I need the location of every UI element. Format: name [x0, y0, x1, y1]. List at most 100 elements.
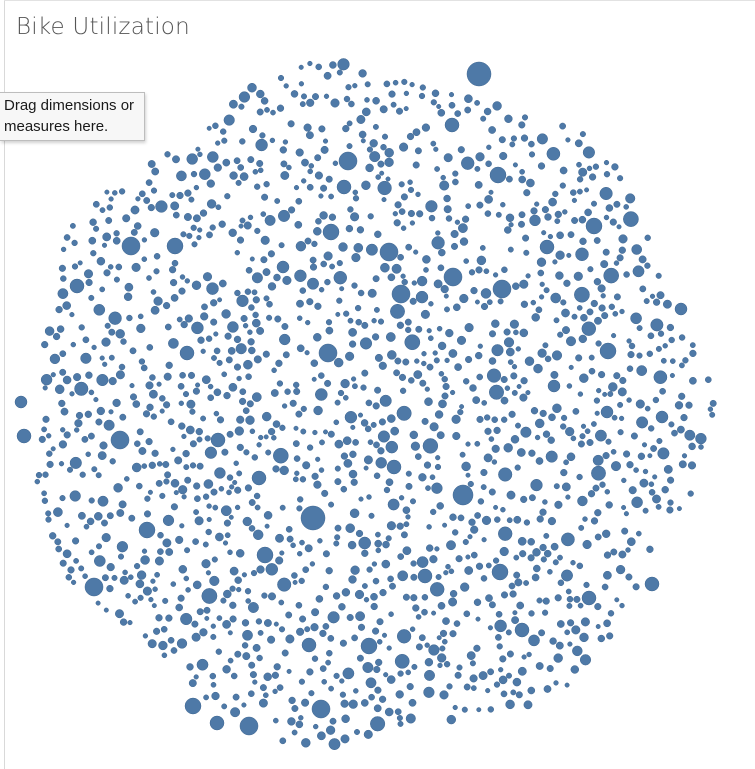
bubble-mark[interactable]: [387, 575, 394, 583]
bubble-mark[interactable]: [239, 716, 259, 736]
bubble-mark[interactable]: [575, 247, 589, 262]
bubble-mark[interactable]: [299, 539, 305, 546]
bubble-mark[interactable]: [474, 299, 480, 305]
bubble-mark[interactable]: [74, 419, 83, 428]
bubble-mark[interactable]: [253, 492, 261, 500]
bubble-mark[interactable]: [631, 496, 643, 509]
bubble-mark[interactable]: [179, 345, 195, 361]
bubble-mark[interactable]: [660, 357, 667, 364]
bubble-mark[interactable]: [467, 534, 473, 540]
bubble-mark[interactable]: [364, 97, 370, 103]
bubble-mark[interactable]: [576, 305, 583, 311]
bubble-mark[interactable]: [383, 80, 391, 88]
bubble-mark[interactable]: [132, 598, 138, 605]
bubble-mark[interactable]: [348, 469, 358, 479]
bubble-mark[interactable]: [498, 136, 506, 144]
bubble-mark[interactable]: [320, 260, 327, 268]
bubble-mark[interactable]: [440, 285, 449, 294]
bubble-mark[interactable]: [547, 517, 557, 526]
bubble-mark[interactable]: [520, 495, 528, 503]
bubble-mark[interactable]: [689, 349, 697, 358]
bubble-mark[interactable]: [88, 236, 97, 245]
bubble-mark[interactable]: [277, 74, 285, 82]
bubble-mark[interactable]: [153, 253, 161, 260]
bubble-mark[interactable]: [140, 555, 150, 565]
bubble-mark[interactable]: [421, 360, 427, 367]
bubble-mark[interactable]: [275, 359, 283, 367]
bubble-mark[interactable]: [142, 586, 152, 596]
bubble-mark[interactable]: [405, 326, 412, 334]
bubble-mark[interactable]: [320, 145, 329, 154]
bubble-mark[interactable]: [464, 94, 473, 104]
bubble-mark[interactable]: [398, 373, 407, 381]
bubble-mark[interactable]: [342, 667, 355, 680]
bubble-mark[interactable]: [129, 393, 138, 401]
bubble-mark[interactable]: [262, 350, 270, 358]
bubble-mark[interactable]: [311, 240, 318, 248]
bubble-mark[interactable]: [216, 416, 225, 424]
bubble-mark[interactable]: [515, 346, 521, 352]
bubble-mark[interactable]: [676, 506, 682, 512]
bubble-mark[interactable]: [488, 357, 497, 365]
bubble-mark[interactable]: [69, 456, 82, 469]
bubble-mark[interactable]: [96, 256, 106, 266]
bubble-mark[interactable]: [573, 271, 583, 281]
bubble-mark[interactable]: [42, 415, 50, 423]
bubble-mark[interactable]: [499, 546, 509, 557]
bubble-mark[interactable]: [617, 401, 624, 408]
bubble-mark[interactable]: [559, 182, 566, 189]
bubble-mark[interactable]: [107, 264, 114, 270]
bubble-mark[interactable]: [234, 426, 244, 436]
bubble-mark[interactable]: [375, 658, 383, 667]
bubble-mark[interactable]: [421, 123, 431, 132]
bubble-mark[interactable]: [566, 452, 576, 462]
bubble-mark[interactable]: [133, 222, 142, 230]
bubble-mark[interactable]: [119, 413, 127, 421]
bubble-mark[interactable]: [596, 387, 602, 394]
bubble-mark[interactable]: [413, 370, 423, 379]
bubble-mark[interactable]: [358, 130, 367, 139]
bubble-mark[interactable]: [610, 448, 617, 455]
bubble-mark[interactable]: [377, 318, 385, 325]
bubble-mark[interactable]: [563, 279, 571, 287]
bubble-mark[interactable]: [385, 440, 399, 454]
bubble-mark[interactable]: [603, 171, 611, 178]
bubble-mark[interactable]: [226, 489, 232, 496]
bubble-mark[interactable]: [430, 140, 437, 147]
bubble-mark[interactable]: [461, 706, 468, 713]
bubble-mark[interactable]: [94, 555, 106, 567]
bubble-mark[interactable]: [280, 160, 288, 168]
bubble-mark[interactable]: [540, 556, 547, 563]
bubble-mark[interactable]: [347, 206, 354, 213]
bubble-mark[interactable]: [243, 359, 253, 370]
bubble-mark[interactable]: [191, 321, 204, 335]
bubble-mark[interactable]: [255, 138, 268, 152]
bubble-mark[interactable]: [196, 462, 204, 470]
bubble-mark[interactable]: [576, 473, 583, 481]
bubble-mark[interactable]: [236, 586, 242, 593]
bubble-mark[interactable]: [186, 232, 193, 239]
bubble-mark[interactable]: [409, 81, 415, 88]
bubble-mark[interactable]: [59, 559, 67, 567]
bubble-mark[interactable]: [256, 159, 264, 168]
bubble-mark[interactable]: [579, 131, 586, 138]
bubble-mark[interactable]: [464, 106, 472, 114]
bubble-mark[interactable]: [414, 453, 422, 460]
bubble-mark[interactable]: [279, 504, 286, 511]
bubble-mark[interactable]: [273, 273, 281, 282]
bubble-mark[interactable]: [192, 538, 199, 545]
bubble-mark[interactable]: [669, 358, 676, 364]
bubble-mark[interactable]: [328, 685, 334, 692]
bubble-mark[interactable]: [236, 443, 244, 451]
bubble-mark[interactable]: [228, 514, 234, 520]
bubble-mark[interactable]: [394, 201, 402, 209]
bubble-mark[interactable]: [387, 350, 397, 360]
bubble-mark[interactable]: [173, 490, 179, 496]
bubble-mark[interactable]: [191, 241, 198, 248]
bubble-mark[interactable]: [138, 521, 156, 539]
bubble-mark[interactable]: [499, 151, 508, 161]
bubble-mark[interactable]: [299, 287, 307, 294]
bubble-mark[interactable]: [145, 438, 153, 446]
bubble-mark[interactable]: [62, 301, 71, 310]
bubble-mark[interactable]: [567, 641, 573, 647]
